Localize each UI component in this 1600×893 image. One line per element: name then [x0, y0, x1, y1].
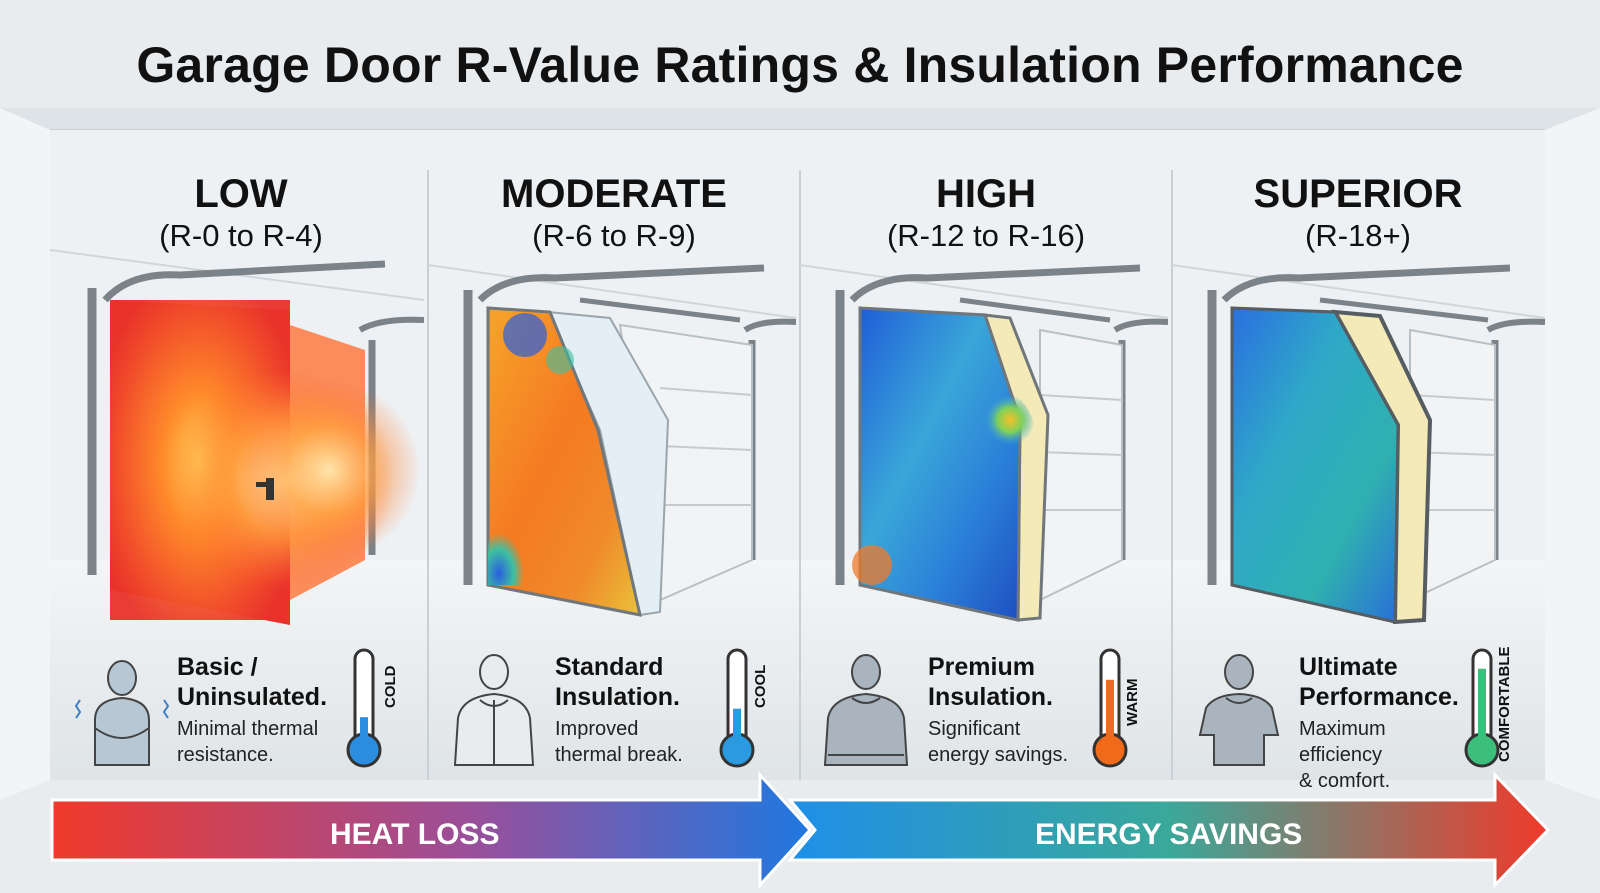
rating-range: (R-0 to R-4)	[159, 218, 323, 253]
thermometer-icon	[1464, 648, 1500, 768]
rating-level: MODERATE	[501, 172, 727, 216]
caption-heading: Premium Insulation.	[928, 653, 1053, 711]
thermometer-label-moderate: COOL	[752, 664, 769, 708]
caption-description: Significant energy savings.	[928, 718, 1069, 766]
panel-high: HIGH (R-12 to R-16) Premium Insulation. S…	[800, 160, 1172, 785]
shivering-person-icon	[74, 660, 170, 766]
energy-savings-arrow	[786, 771, 1551, 889]
door-superior	[1171, 264, 1546, 625]
rating-level: SUPERIOR	[1253, 172, 1463, 216]
panel-low: LOW (R-0 to R-4) Basic / Uninsulated. Min…	[55, 160, 427, 785]
rating-range: (R-12 to R-16)	[886, 218, 1086, 253]
rating-range: (R-6 to R-9)	[532, 218, 696, 253]
heat-loss-label: HEAT LOSS	[330, 818, 500, 851]
thermometer-fill	[1106, 679, 1114, 749]
caption-description: Minimal thermal resistance.	[177, 718, 319, 766]
thermometer-fill	[1478, 668, 1486, 749]
jacket-person-icon	[453, 654, 535, 766]
rating-range: (R-18+)	[1305, 218, 1411, 253]
door-low	[49, 249, 425, 625]
page-title: Garage Door R-Value Ratings & Insulation…	[136, 37, 1464, 93]
thermometer-label-superior: COMFORTABLE	[1496, 646, 1513, 762]
panel-superior: SUPERIOR (R-18+) Ultimate Performance. Ma…	[1172, 160, 1544, 792]
thermometer-icon	[346, 648, 382, 768]
caption-heading: Ultimate Performance.	[1299, 653, 1459, 711]
thermometer-icon	[719, 648, 755, 768]
door-high	[799, 264, 1169, 622]
tshirt-person-icon	[1198, 654, 1280, 766]
caption-heading: Standard Insulation.	[555, 653, 680, 711]
thermometer-fill	[360, 717, 368, 749]
door-moderate	[427, 264, 797, 617]
panel-moderate: MODERATE (R-6 to R-9) Standard Insulation…	[428, 160, 800, 785]
caption-description: Improved thermal break.	[555, 718, 683, 766]
caption-heading: Basic / Uninsulated.	[177, 653, 328, 711]
thermometer-icon	[1092, 648, 1128, 768]
sweater-person-icon	[823, 654, 909, 766]
rating-level: LOW	[194, 172, 288, 216]
heat-loss-arrow	[50, 771, 813, 889]
thermometer-label-low: COLD	[382, 665, 399, 709]
rating-level: HIGH	[936, 172, 1036, 216]
thermometer-fill	[733, 708, 741, 749]
thermometer-label-high: WARM	[1124, 678, 1141, 727]
energy-savings-label: ENERGY SAVINGS	[1035, 818, 1303, 851]
caption-description: Maximum efficiency & comfort.	[1299, 718, 1391, 792]
